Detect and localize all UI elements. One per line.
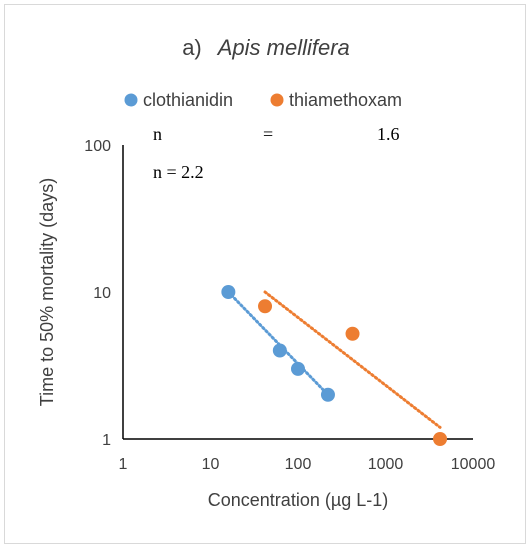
x-tick-label: 1000 xyxy=(368,456,404,473)
y-tick-label: 100 xyxy=(84,138,111,155)
annotation-n-equals: = xyxy=(263,124,273,144)
chart-title: a) Apis mellifera xyxy=(182,35,350,60)
y-tick-label: 1 xyxy=(102,432,111,449)
annotation-n-2-2: n = 2.2 xyxy=(153,162,204,182)
x-tick-label: 10 xyxy=(202,456,220,473)
data-point-clothianidin xyxy=(221,285,236,299)
x-tick-label: 100 xyxy=(285,456,312,473)
data-points xyxy=(221,285,448,446)
annotation-n-label: n xyxy=(153,124,162,144)
legend-label-clothianidin: clothianidin xyxy=(143,90,233,110)
x-axis-title: Concentration (µg L-1) xyxy=(208,490,388,510)
data-point-thiamethoxam xyxy=(345,326,360,341)
data-point-thiamethoxam xyxy=(433,432,448,446)
x-tick-label: 1 xyxy=(119,456,128,473)
legend: clothianidin thiamethoxam xyxy=(124,90,402,110)
legend-marker-clothianidin xyxy=(124,93,138,107)
chart-frame: a) Apis mellifera clothianidin thiamethox… xyxy=(4,4,526,544)
chart-svg: a) Apis mellifera clothianidin thiamethox… xyxy=(37,35,496,510)
data-point-clothianidin xyxy=(272,343,287,358)
chart-title-species: Apis mellifera xyxy=(216,35,350,60)
data-point-clothianidin xyxy=(320,387,335,402)
trendlines xyxy=(226,290,442,429)
data-point-clothianidin xyxy=(291,361,305,376)
trendline-thiamethoxam xyxy=(263,290,442,429)
x-tick-labels: 1 10 100 1000 10000 xyxy=(119,456,496,473)
x-tick-label: 10000 xyxy=(451,456,496,473)
annotation-n-value: 1.6 xyxy=(377,124,400,144)
trendline-clothianidin xyxy=(226,290,330,397)
y-tick-label: 10 xyxy=(93,285,111,302)
chart-title-prefix: a) xyxy=(182,35,202,60)
legend-label-thiamethoxam: thiamethoxam xyxy=(289,90,402,110)
legend-marker-thiamethoxam xyxy=(270,93,284,107)
data-point-thiamethoxam xyxy=(258,299,273,314)
y-tick-labels: 1 10 100 xyxy=(84,138,111,449)
y-axis-title: Time to 50% mortality (days) xyxy=(37,178,57,406)
